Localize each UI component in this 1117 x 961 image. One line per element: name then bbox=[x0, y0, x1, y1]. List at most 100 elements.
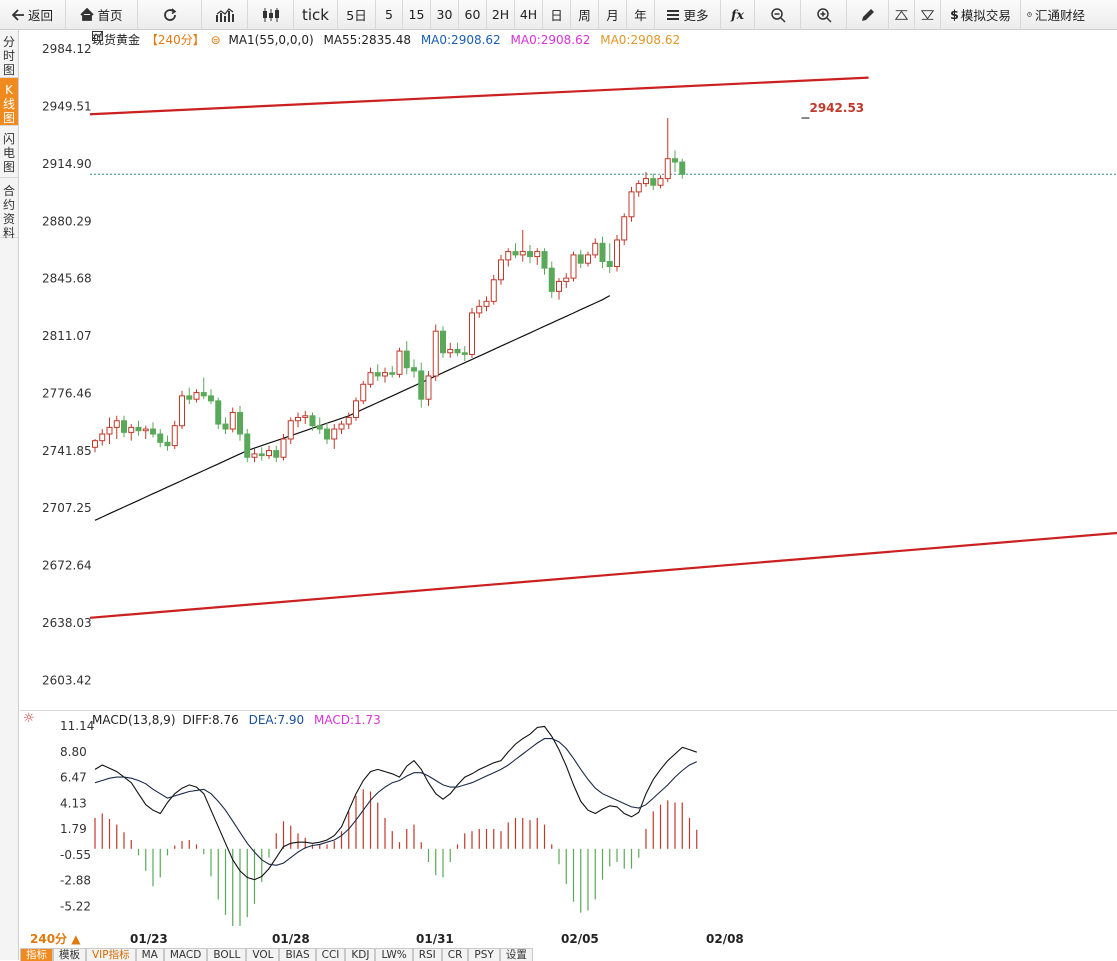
sim-trade-button[interactable]: $ 模拟交易 bbox=[941, 0, 1021, 30]
line-chart-icon bbox=[215, 7, 234, 22]
candle-body bbox=[672, 158, 678, 163]
candle-body bbox=[476, 305, 483, 314]
indicator-tab[interactable]: MACD bbox=[163, 948, 208, 961]
triangle-up-icon bbox=[895, 9, 908, 20]
candle-body bbox=[418, 370, 425, 400]
candle-body bbox=[425, 375, 432, 400]
candle-body bbox=[193, 392, 200, 400]
indicator-tab[interactable]: VOL bbox=[246, 948, 280, 961]
trend-channel-line bbox=[89, 76, 869, 116]
candle-body bbox=[432, 330, 439, 377]
candle-body bbox=[92, 440, 98, 448]
legend-period: 【240分】 bbox=[145, 33, 205, 47]
candle-body bbox=[621, 216, 628, 241]
sidebar-tab-timeshare[interactable]: 分时图 bbox=[0, 30, 18, 78]
period-2h[interactable]: 2H bbox=[487, 0, 515, 30]
macd-legend-name: MACD(13,8,9) bbox=[92, 713, 176, 727]
legend-ma55: MA55:2835.48 bbox=[323, 33, 411, 47]
home-button[interactable]: 首页 bbox=[66, 0, 138, 30]
triangle-up-button[interactable] bbox=[889, 0, 915, 30]
candle-body bbox=[309, 415, 316, 427]
ma-chart-icon bbox=[92, 31, 103, 41]
candle-body bbox=[128, 426, 135, 433]
indicator-tab[interactable]: CR bbox=[441, 948, 469, 961]
home-icon bbox=[80, 8, 95, 21]
candle-body bbox=[469, 312, 475, 355]
candle-body bbox=[135, 426, 142, 432]
candle-body bbox=[614, 239, 620, 268]
macd-y-tick-label: 11.14 bbox=[60, 719, 94, 733]
indicator-tab[interactable]: CCI bbox=[315, 948, 346, 961]
indicator-tab[interactable]: 指标 bbox=[20, 948, 53, 961]
back-button[interactable]: 返回 bbox=[0, 0, 66, 30]
period-4h[interactable]: 4H bbox=[515, 0, 543, 30]
candle-body bbox=[606, 261, 613, 268]
macd-chart[interactable]: 11.14 8.80 6.47 4.13 1.79 -0.55 -2.88 -5.22 bbox=[20, 711, 1117, 937]
period-month[interactable]: 月 bbox=[599, 0, 627, 30]
broker-button[interactable]: 汇通财经 bbox=[1021, 0, 1091, 30]
candle-body bbox=[266, 450, 272, 457]
indicator-tab[interactable]: 设置 bbox=[499, 948, 533, 961]
candle-body bbox=[215, 400, 222, 425]
period-5min[interactable]: 5 bbox=[376, 0, 403, 30]
candle-chart-button[interactable] bbox=[248, 0, 294, 30]
tick-button[interactable]: tick bbox=[294, 0, 338, 30]
period-30min[interactable]: 30 bbox=[431, 0, 459, 30]
indicator-tab[interactable]: LW% bbox=[375, 948, 413, 961]
indicator-tab[interactable]: RSI bbox=[412, 948, 442, 961]
indicator-tab[interactable]: VIP指标 bbox=[86, 948, 136, 961]
candle-body bbox=[106, 426, 113, 435]
price-chart[interactable]: 2984.12 2949.51 2914.90 2880.29 2845.68 2811.… bbox=[20, 31, 1117, 711]
candle-body bbox=[585, 254, 591, 264]
candle-body bbox=[635, 183, 642, 193]
indicator-tab[interactable]: MA bbox=[135, 948, 164, 961]
line-chart-button[interactable] bbox=[202, 0, 248, 30]
home-label: 首页 bbox=[97, 8, 123, 23]
legend-ma0-a: MA0:2908.62 bbox=[420, 33, 501, 47]
period-60min[interactable]: 60 bbox=[459, 0, 487, 30]
candle-body bbox=[447, 348, 454, 354]
indicator-tab[interactable]: KDJ bbox=[345, 948, 376, 961]
period-year[interactable]: 年 bbox=[627, 0, 655, 30]
sidebar-tab-kline[interactable]: K线图 bbox=[0, 78, 18, 126]
indicator-tab[interactable]: 模板 bbox=[53, 948, 86, 961]
candle-body bbox=[498, 259, 504, 281]
candle-body bbox=[157, 433, 164, 443]
fx-button[interactable]: fx bbox=[721, 0, 755, 30]
y-tick-label: 2741.85 bbox=[42, 444, 92, 458]
period-15min[interactable]: 15 bbox=[403, 0, 431, 30]
zoom-in-button[interactable] bbox=[801, 0, 847, 30]
candle-body bbox=[302, 415, 309, 418]
macd-y-tick-label: -2.88 bbox=[60, 874, 91, 888]
period-day[interactable]: 日 bbox=[543, 0, 571, 30]
candle-body bbox=[316, 425, 323, 430]
period-5day[interactable]: 5日 bbox=[338, 0, 376, 30]
draw-button[interactable] bbox=[847, 0, 889, 30]
candle-body bbox=[273, 450, 280, 458]
more-button[interactable]: 更多 bbox=[655, 0, 721, 30]
sidebar-tab-flash[interactable]: 闪电图 bbox=[0, 126, 18, 178]
sidebar-tab-contract[interactable]: 合约资料 bbox=[0, 178, 18, 240]
settings-icon[interactable]: ⊜ bbox=[210, 33, 221, 47]
indicator-tab[interactable]: BOLL bbox=[207, 948, 247, 961]
y-tick-label: 2845.68 bbox=[42, 272, 92, 286]
macd-diff-line bbox=[94, 725, 697, 881]
date-label: 01/31 bbox=[416, 932, 454, 946]
candle-body bbox=[171, 425, 178, 447]
triangle-down-button[interactable] bbox=[915, 0, 941, 30]
zoom-out-button[interactable] bbox=[755, 0, 801, 30]
candle-body bbox=[382, 372, 388, 377]
indicator-tab[interactable]: BIAS bbox=[279, 948, 316, 961]
macd-sun-icon[interactable]: ☼ bbox=[23, 711, 35, 726]
candle-body bbox=[353, 400, 359, 418]
candle-body bbox=[541, 251, 548, 269]
zoom-in-icon bbox=[816, 7, 832, 23]
date-label: 01/23 bbox=[130, 932, 168, 946]
period-selector[interactable]: 240分 ▲ bbox=[20, 930, 90, 948]
refresh-button[interactable] bbox=[138, 0, 202, 30]
macd-y-tick-label: -5.22 bbox=[60, 899, 91, 913]
period-week[interactable]: 周 bbox=[571, 0, 599, 30]
chart-area[interactable]: 2984.12 2949.51 2914.90 2880.29 2845.68 2811.… bbox=[20, 31, 1117, 937]
refresh-icon bbox=[163, 7, 176, 21]
indicator-tab[interactable]: PSY bbox=[468, 948, 500, 961]
